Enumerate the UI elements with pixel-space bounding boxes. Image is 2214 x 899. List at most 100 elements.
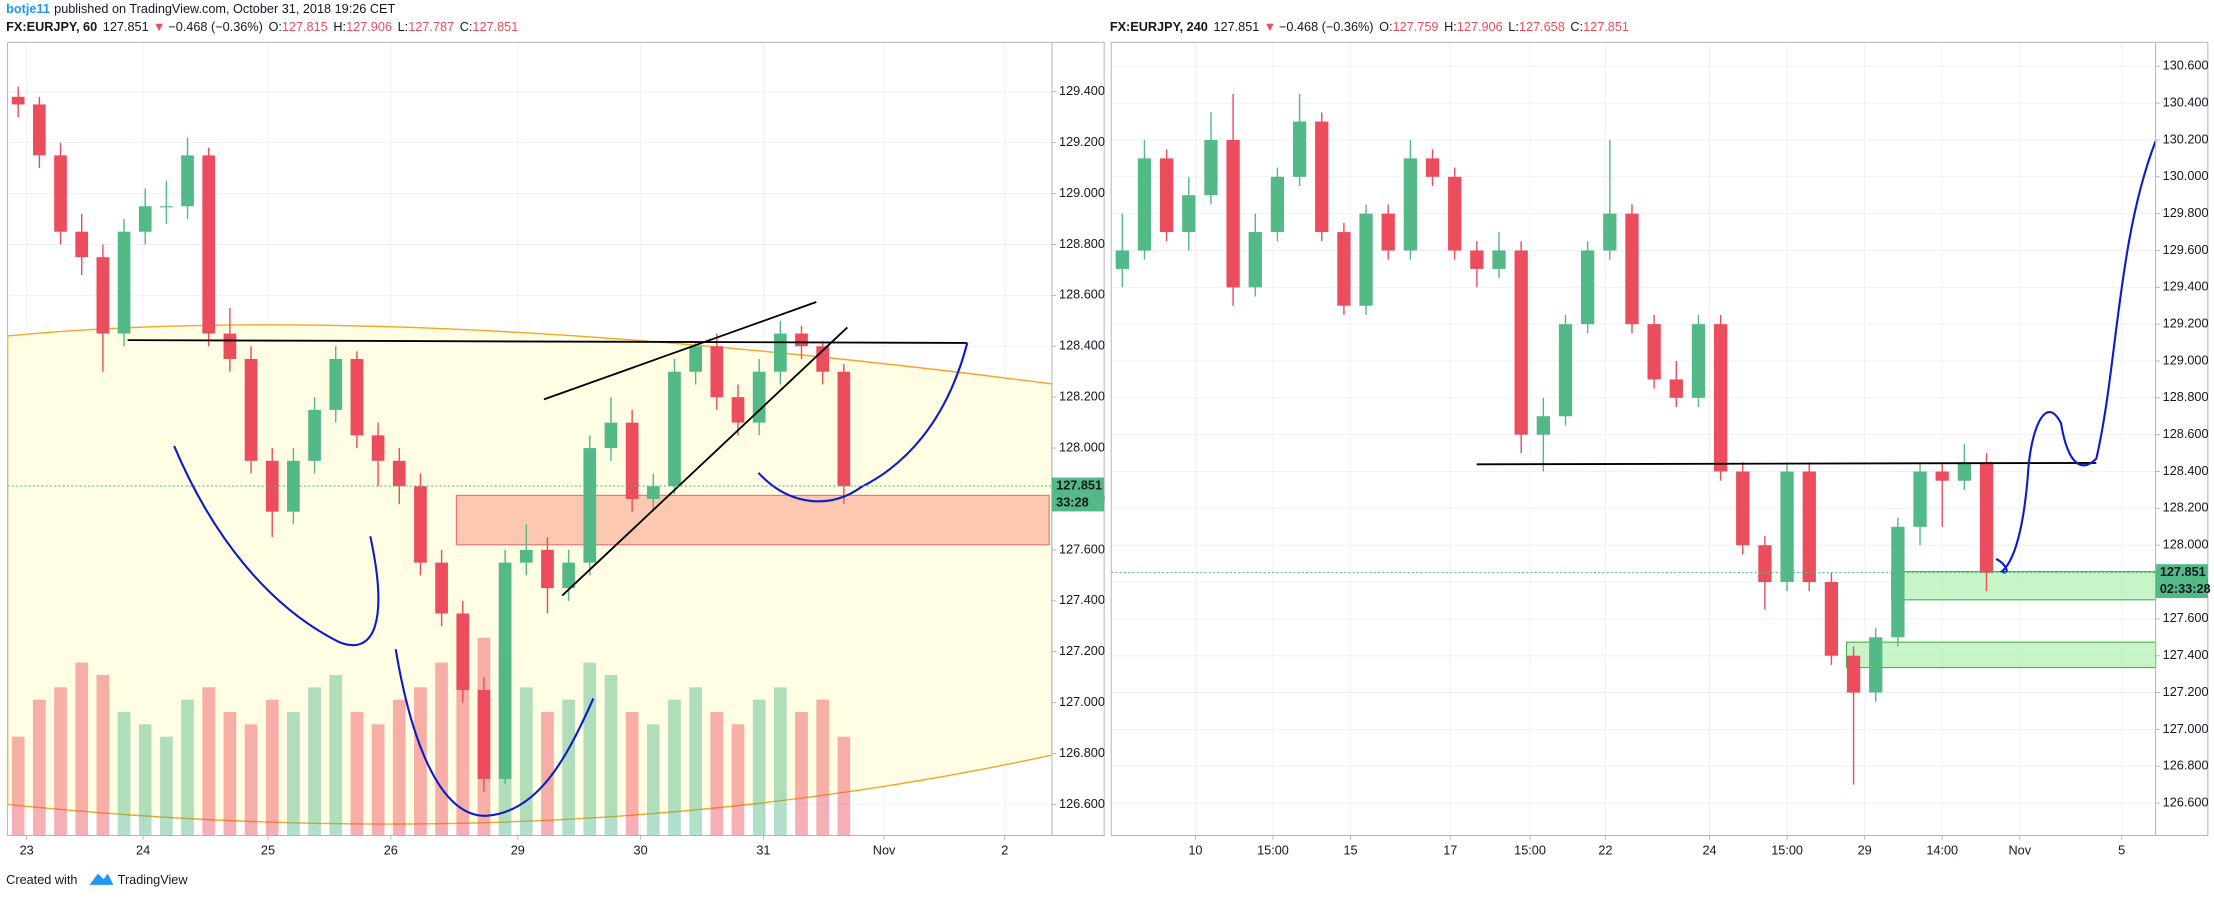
candle-body bbox=[668, 371, 681, 487]
resistance-zone bbox=[455, 494, 1050, 546]
x-tick-label: 14:00 bbox=[1926, 843, 1958, 857]
candle-body bbox=[583, 448, 597, 563]
candle-body bbox=[308, 409, 321, 461]
ohlc-value: 127.906 bbox=[346, 21, 392, 35]
chart-header: FX:EURJPY, 240 127.851 ▼ −0.468 (−0.36%) O:1… bbox=[1110, 21, 1629, 35]
y-tick-label: 128.800 bbox=[1059, 237, 1105, 251]
trend-line bbox=[127, 339, 968, 344]
volume-bar bbox=[816, 699, 830, 836]
drawings-back bbox=[7, 324, 1052, 825]
x-tick-label: 29 bbox=[1858, 843, 1872, 857]
published: published on TradingView.com, October 31… bbox=[54, 2, 395, 16]
volume-bar bbox=[265, 699, 279, 836]
candle-body bbox=[11, 96, 25, 105]
y-tick-label: 128.200 bbox=[1059, 390, 1105, 404]
y-tick-label: 129.800 bbox=[2163, 206, 2209, 220]
y-tick-label: 126.800 bbox=[1059, 746, 1105, 760]
volume-bar bbox=[244, 724, 258, 836]
y-tick-label: 130.000 bbox=[2163, 169, 2209, 183]
y-tick-label: 130.600 bbox=[2163, 59, 2209, 73]
y-tick-label: 128.200 bbox=[2163, 501, 2209, 515]
y-tick-label: 128.800 bbox=[2163, 390, 2209, 404]
volume-bar bbox=[604, 674, 618, 836]
y-tick-label: 127.000 bbox=[2163, 722, 2209, 736]
ohlc-label: C: bbox=[1570, 21, 1583, 35]
candles-layer bbox=[11, 86, 1994, 792]
y-tick-label: 130.400 bbox=[2163, 95, 2209, 109]
ohlc-value: 127.787 bbox=[408, 21, 454, 35]
candle-body bbox=[1425, 158, 1440, 177]
y-tick-label: 127.200 bbox=[1059, 644, 1105, 658]
x-tick-label: 24 bbox=[136, 843, 150, 857]
hand-curve bbox=[173, 445, 380, 647]
candle-body bbox=[350, 358, 364, 436]
countdown-label: 33:28 bbox=[1056, 495, 1088, 509]
candle-body bbox=[1558, 324, 1573, 417]
last-price-label: 127.851 bbox=[2160, 565, 2206, 579]
candle-body bbox=[1891, 526, 1905, 638]
ohlc-label: H: bbox=[333, 21, 346, 35]
candle-body bbox=[202, 155, 216, 334]
support-zone bbox=[1891, 571, 2157, 601]
volume-bar bbox=[752, 699, 766, 836]
symbol: FX:EURJPY, 240 bbox=[1110, 21, 1208, 35]
volume-bar bbox=[223, 712, 237, 836]
brand[interactable]: TradingView bbox=[118, 873, 189, 887]
ohlc-label: O: bbox=[1379, 21, 1392, 35]
ohlc-label: L: bbox=[1508, 21, 1519, 35]
trend-line bbox=[561, 326, 848, 597]
candle-body bbox=[1514, 250, 1528, 435]
candle-body bbox=[1226, 139, 1240, 288]
volume-bar bbox=[11, 736, 25, 836]
volume-bar bbox=[117, 712, 131, 836]
candle-body bbox=[1248, 232, 1262, 288]
candle-body bbox=[287, 460, 300, 512]
candle-body bbox=[710, 346, 724, 398]
candle-body bbox=[329, 358, 343, 410]
candle-body bbox=[371, 435, 385, 461]
volume-bar bbox=[583, 662, 597, 836]
y-tick-label: 127.600 bbox=[2163, 611, 2209, 625]
volume-bar bbox=[33, 699, 46, 836]
candle-body bbox=[837, 371, 851, 487]
volume-bar bbox=[287, 712, 300, 836]
volume-bar bbox=[646, 724, 660, 836]
candle-body bbox=[54, 155, 67, 232]
x-tick-label: 5 bbox=[2118, 843, 2125, 857]
trend-line bbox=[543, 301, 817, 401]
x-tick-label: 30 bbox=[634, 843, 648, 857]
x-tick-label: 15:00 bbox=[1514, 843, 1546, 857]
candle-body bbox=[1581, 250, 1595, 325]
y-tick-label: 129.400 bbox=[1059, 84, 1105, 98]
candle-body bbox=[244, 358, 258, 461]
candle-body bbox=[1337, 232, 1351, 306]
ellipse-zone bbox=[7, 324, 1052, 825]
countdown-label: 02:33:28 bbox=[2160, 582, 2211, 596]
volume-bar bbox=[795, 712, 808, 836]
x-tick-label: 2 bbox=[1001, 843, 1008, 857]
volume-bar bbox=[625, 712, 639, 836]
y-tick-label: 127.400 bbox=[2163, 648, 2209, 662]
candle-body bbox=[519, 549, 533, 563]
author[interactable]: botje11 bbox=[6, 2, 50, 16]
drawings bbox=[127, 140, 2157, 817]
candle-body bbox=[1403, 158, 1418, 251]
x-tick-label: 15 bbox=[1343, 843, 1357, 857]
candle-body bbox=[1736, 471, 1750, 546]
candle-body bbox=[1935, 471, 1949, 481]
volume-bar bbox=[710, 712, 724, 836]
y-tick-label: 128.600 bbox=[1059, 288, 1105, 302]
support-zone bbox=[1845, 641, 2157, 669]
x-tick-label: 25 bbox=[261, 843, 275, 857]
candle-body bbox=[1137, 158, 1152, 251]
countdown-box bbox=[2155, 581, 2208, 599]
x-tick-label: 15:00 bbox=[1257, 843, 1289, 857]
candle-body bbox=[1159, 158, 1174, 233]
candle-body bbox=[562, 562, 575, 589]
volume-bar bbox=[308, 687, 321, 836]
candle-body bbox=[414, 486, 427, 563]
volume-bar bbox=[350, 712, 364, 836]
candle-body bbox=[181, 155, 194, 207]
footer: Created with TradingView bbox=[6, 873, 188, 887]
volume-bar bbox=[456, 674, 470, 836]
